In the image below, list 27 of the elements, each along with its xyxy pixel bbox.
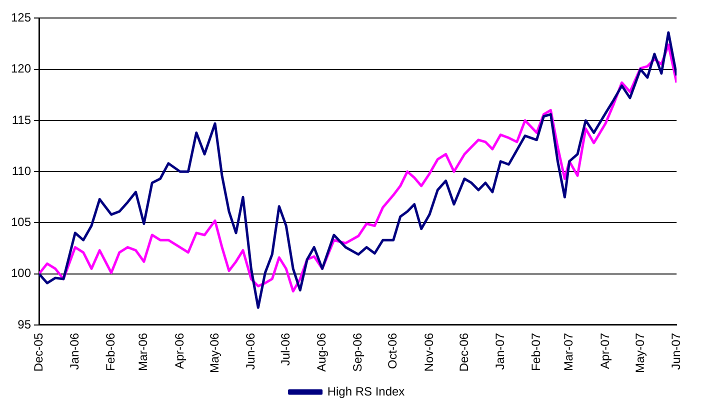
- x-tick-label: Dec-06: [456, 332, 471, 372]
- x-tick-label: Apr-07: [598, 332, 612, 370]
- x-tick-label: Dec-05: [31, 332, 46, 372]
- x-tick-label: May-07: [632, 332, 647, 373]
- y-tick-label: 125: [10, 10, 32, 25]
- y-tick-label: 100: [10, 266, 32, 280]
- y-tick-label: 95: [18, 317, 32, 332]
- x-tick-label: Apr-06: [172, 332, 186, 370]
- x-tick-label: Jan-07: [492, 332, 507, 370]
- x-tick-label: Mar-07: [562, 332, 576, 371]
- x-tick-label: Aug-06: [314, 332, 329, 372]
- x-tick-label: Sep-06: [350, 332, 365, 372]
- y-tick-label: 105: [10, 215, 32, 230]
- x-tick-label: Jun-06: [243, 332, 258, 370]
- y-tick-label: 115: [12, 112, 32, 127]
- x-tick-label: Jan-06: [67, 332, 82, 370]
- x-tick-label: Feb-06: [104, 332, 118, 372]
- x-tick-label: Mar-06: [136, 332, 150, 371]
- x-tick-label: Jul-06: [278, 332, 292, 366]
- x-tick-label: Nov-06: [422, 332, 436, 372]
- y-tick-label: 110: [12, 164, 32, 178]
- x-tick-label: May-06: [207, 332, 222, 373]
- x-tick-label: Oct-06: [386, 332, 400, 369]
- x-tick-label: Feb-07: [529, 332, 544, 372]
- y-tick-label: 120: [10, 62, 32, 76]
- x-tick-label: Jun-07: [668, 332, 683, 370]
- legend-label: High RS Index: [327, 384, 405, 398]
